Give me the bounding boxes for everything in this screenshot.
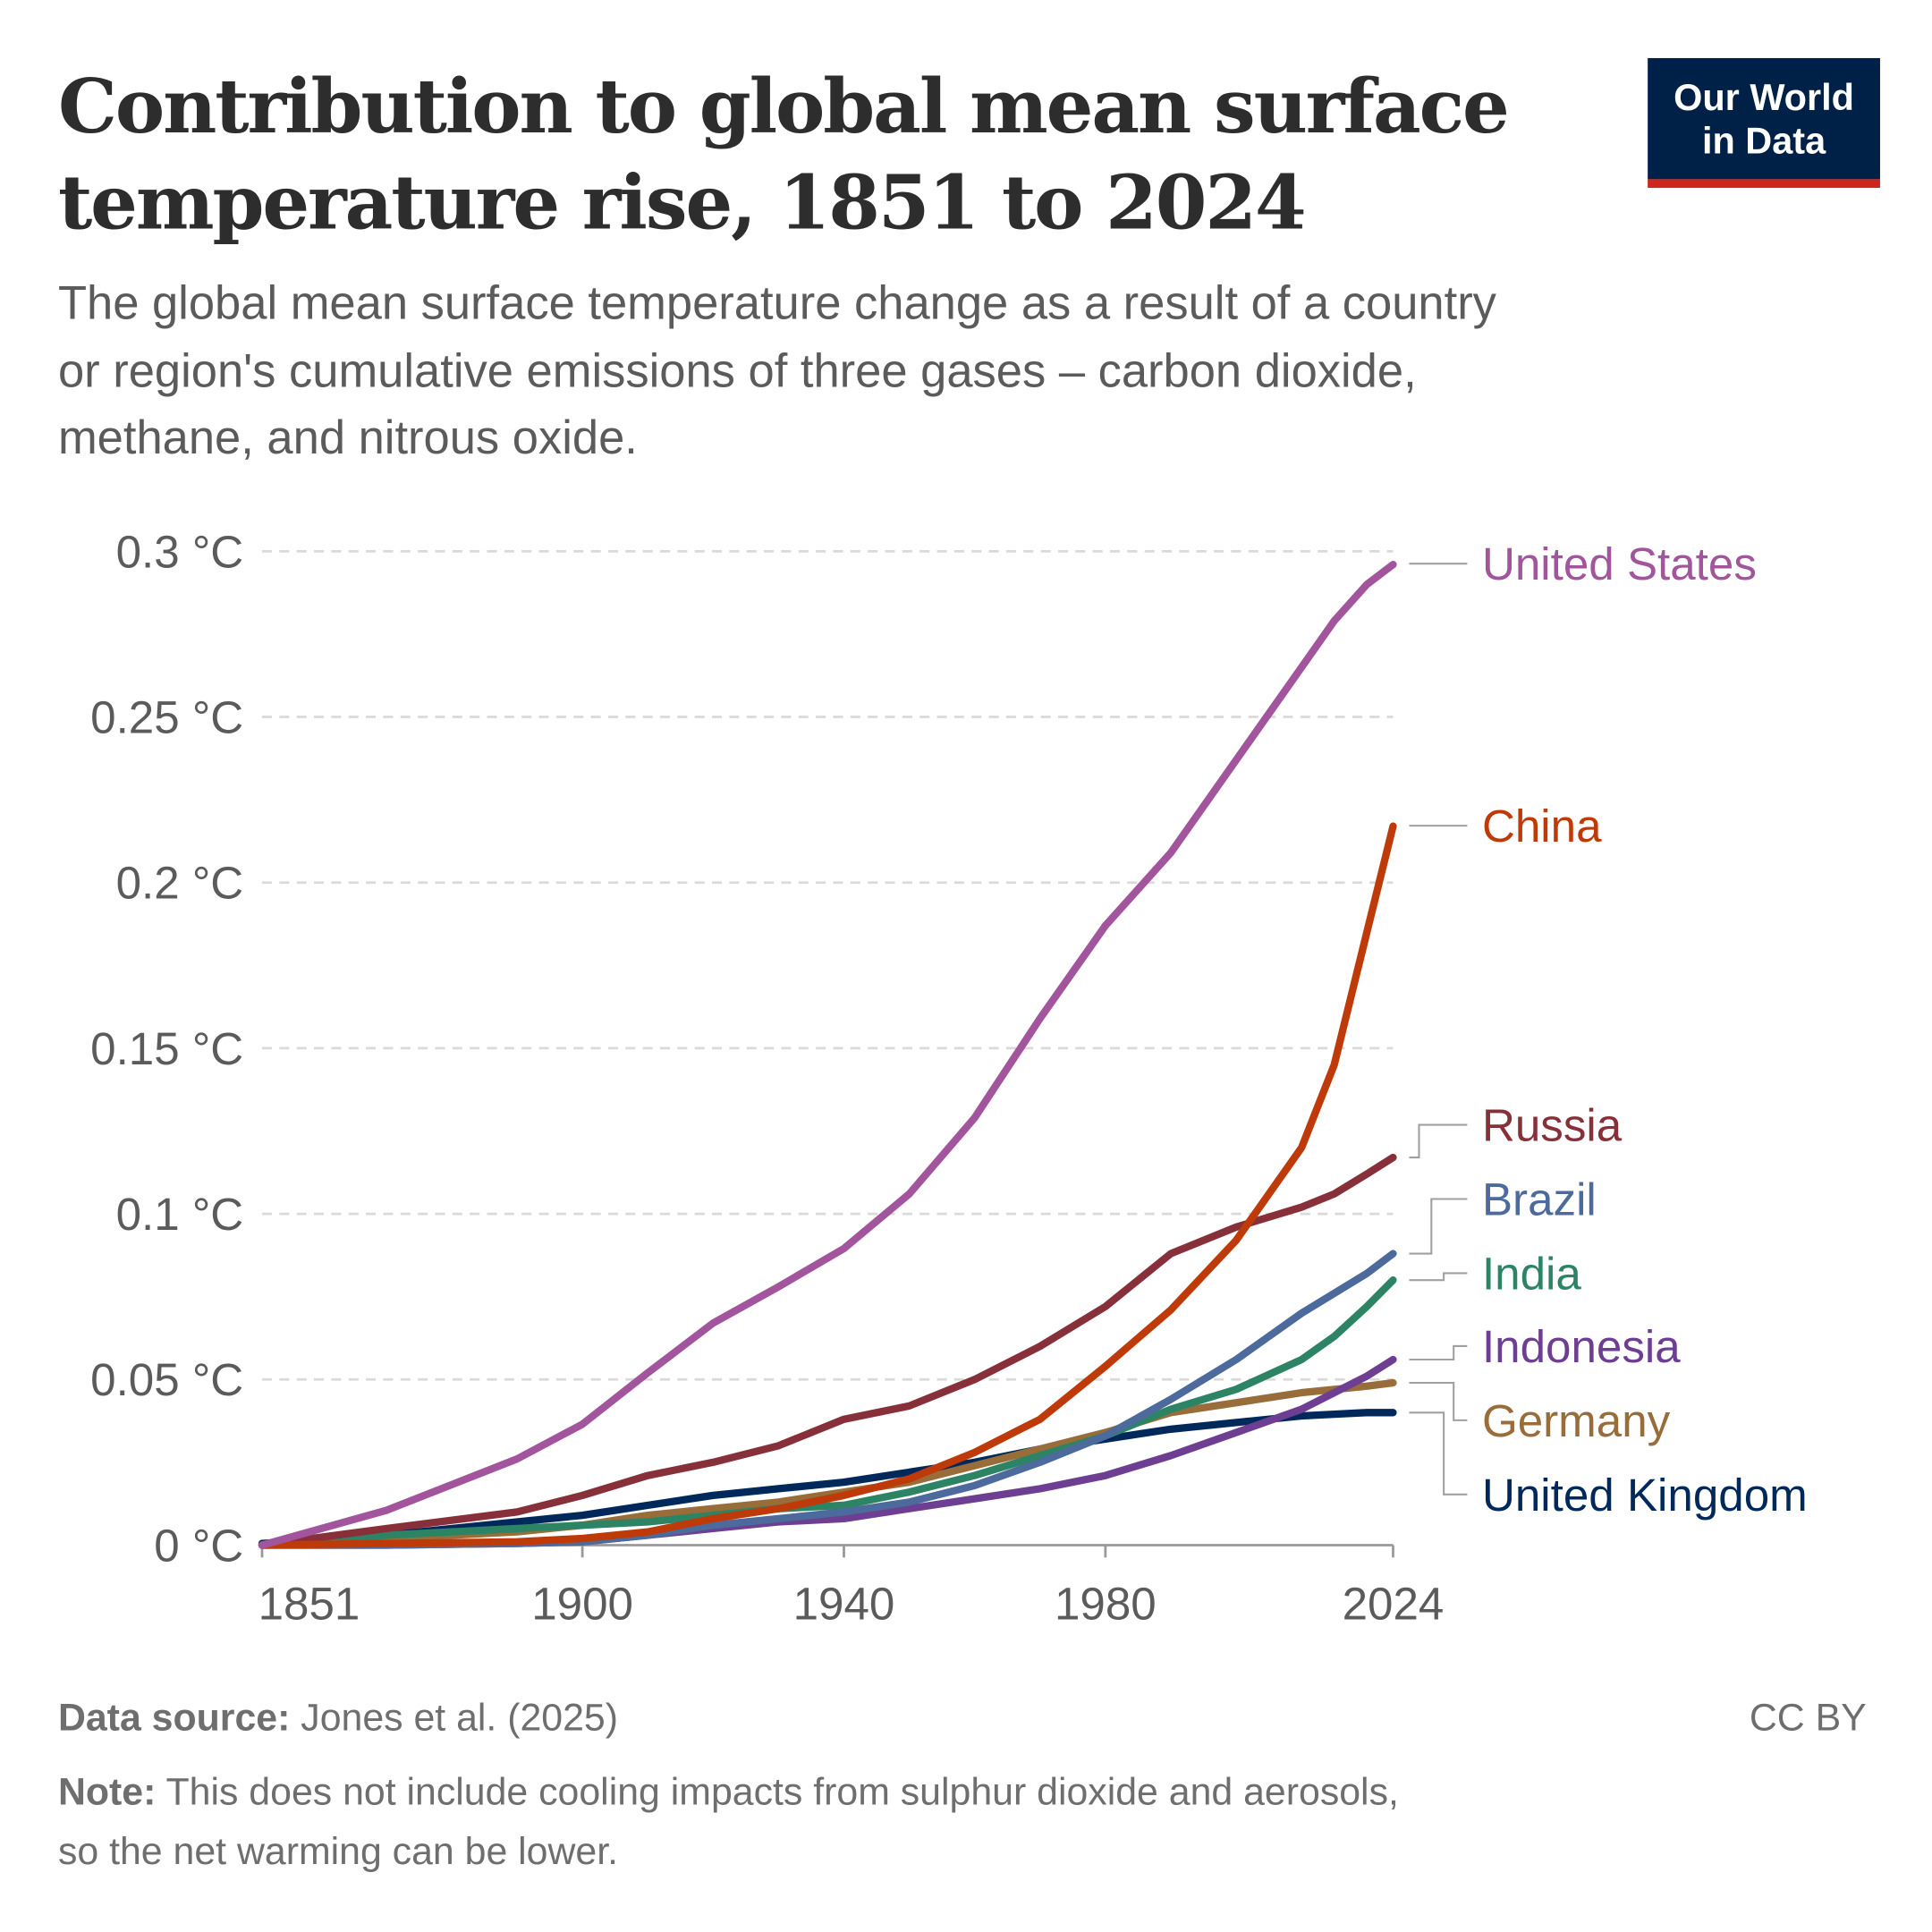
y-tick-label: 0.2 °C [116,858,244,909]
series-line-india[interactable] [258,1276,1397,1549]
data-source: Data source: Jones et al. (2025) [58,1697,618,1740]
series-label[interactable]: Indonesia [1482,1321,1681,1372]
series-label[interactable]: Brazil [1482,1174,1597,1224]
y-tick-label: 0 °C [154,1520,243,1571]
x-tick-label: 1940 [793,1578,895,1629]
x-tick-label: 1980 [1055,1578,1157,1629]
y-tick-label: 0.3 °C [116,526,244,577]
y-tick-label: 0.1 °C [116,1189,244,1240]
series-label[interactable]: India [1482,1248,1581,1299]
note-text-line-2: so the net warming can be lower. [58,1830,618,1873]
data-source-label: Data source: [58,1697,290,1740]
license-link[interactable]: CC BY [1750,1697,1867,1740]
note: Note: This does not include cooling impa… [58,1771,1399,1814]
logo-text-line-1: Our World [1674,76,1854,118]
logo-text-line-2: in Data [1702,119,1826,161]
label-connector [1409,1198,1468,1255]
label-connector [1409,1381,1468,1421]
owid-logo[interactable]: Our World in Data [1648,57,1880,189]
data-source-text: Jones et al. (2025) [290,1697,618,1740]
series-label[interactable]: Russia [1482,1100,1623,1151]
header: Contribution to global mean surface temp… [58,63,1510,464]
series-line-china[interactable] [258,822,1397,1549]
chart-title-line-2: temperature rise, 1851 to 2024 [58,159,1305,247]
note-label: Note: [58,1771,156,1814]
x-tick-label: 1900 [531,1578,633,1629]
logo-accent-bar [1648,179,1880,189]
series-label[interactable]: Germany [1482,1395,1671,1446]
x-axis: 1851 1900 1940 1980 2024 [258,1544,1445,1629]
y-tick-label: 0.15 °C [90,1023,243,1074]
note-text-line-1: This does not include cooling impacts fr… [156,1771,1399,1814]
y-axis-ticks: 0 °C 0.05 °C 0.1 °C 0.15 °C 0.2 °C 0.25 °C 0.3… [90,526,243,1571]
chart-title-line-1: Contribution to global mean surface [58,63,1508,150]
series-label[interactable]: United States [1482,538,1757,589]
label-connector [1409,1272,1468,1282]
series-line-united-states[interactable] [258,560,1397,1549]
series-label[interactable]: China [1482,801,1602,852]
y-tick-label: 0.25 °C [90,692,243,743]
subtitle-line-1: The global mean surface temperature chan… [58,277,1497,330]
subtitle-line-3: methane, and nitrous oxide. [58,411,638,464]
series-lines [258,560,1397,1549]
logo-background [1648,57,1880,180]
series-line-russia[interactable] [258,1153,1397,1549]
x-tick-label: 2024 [1343,1578,1445,1629]
series-label[interactable]: United Kingdom [1482,1470,1808,1521]
label-connector [1409,1411,1468,1496]
x-tick-label: 1851 [258,1578,360,1629]
series-labels: United States China Russia Brazil India Indon… [1409,538,1808,1521]
y-tick-label: 0.05 °C [90,1354,243,1405]
footer: Data source: Jones et al. (2025) CC BY N… [58,1697,1867,1873]
subtitle-line-2: or region's cumulative emissions of thre… [58,345,1417,398]
label-connector [1409,1123,1468,1159]
label-connector [1409,1344,1468,1361]
